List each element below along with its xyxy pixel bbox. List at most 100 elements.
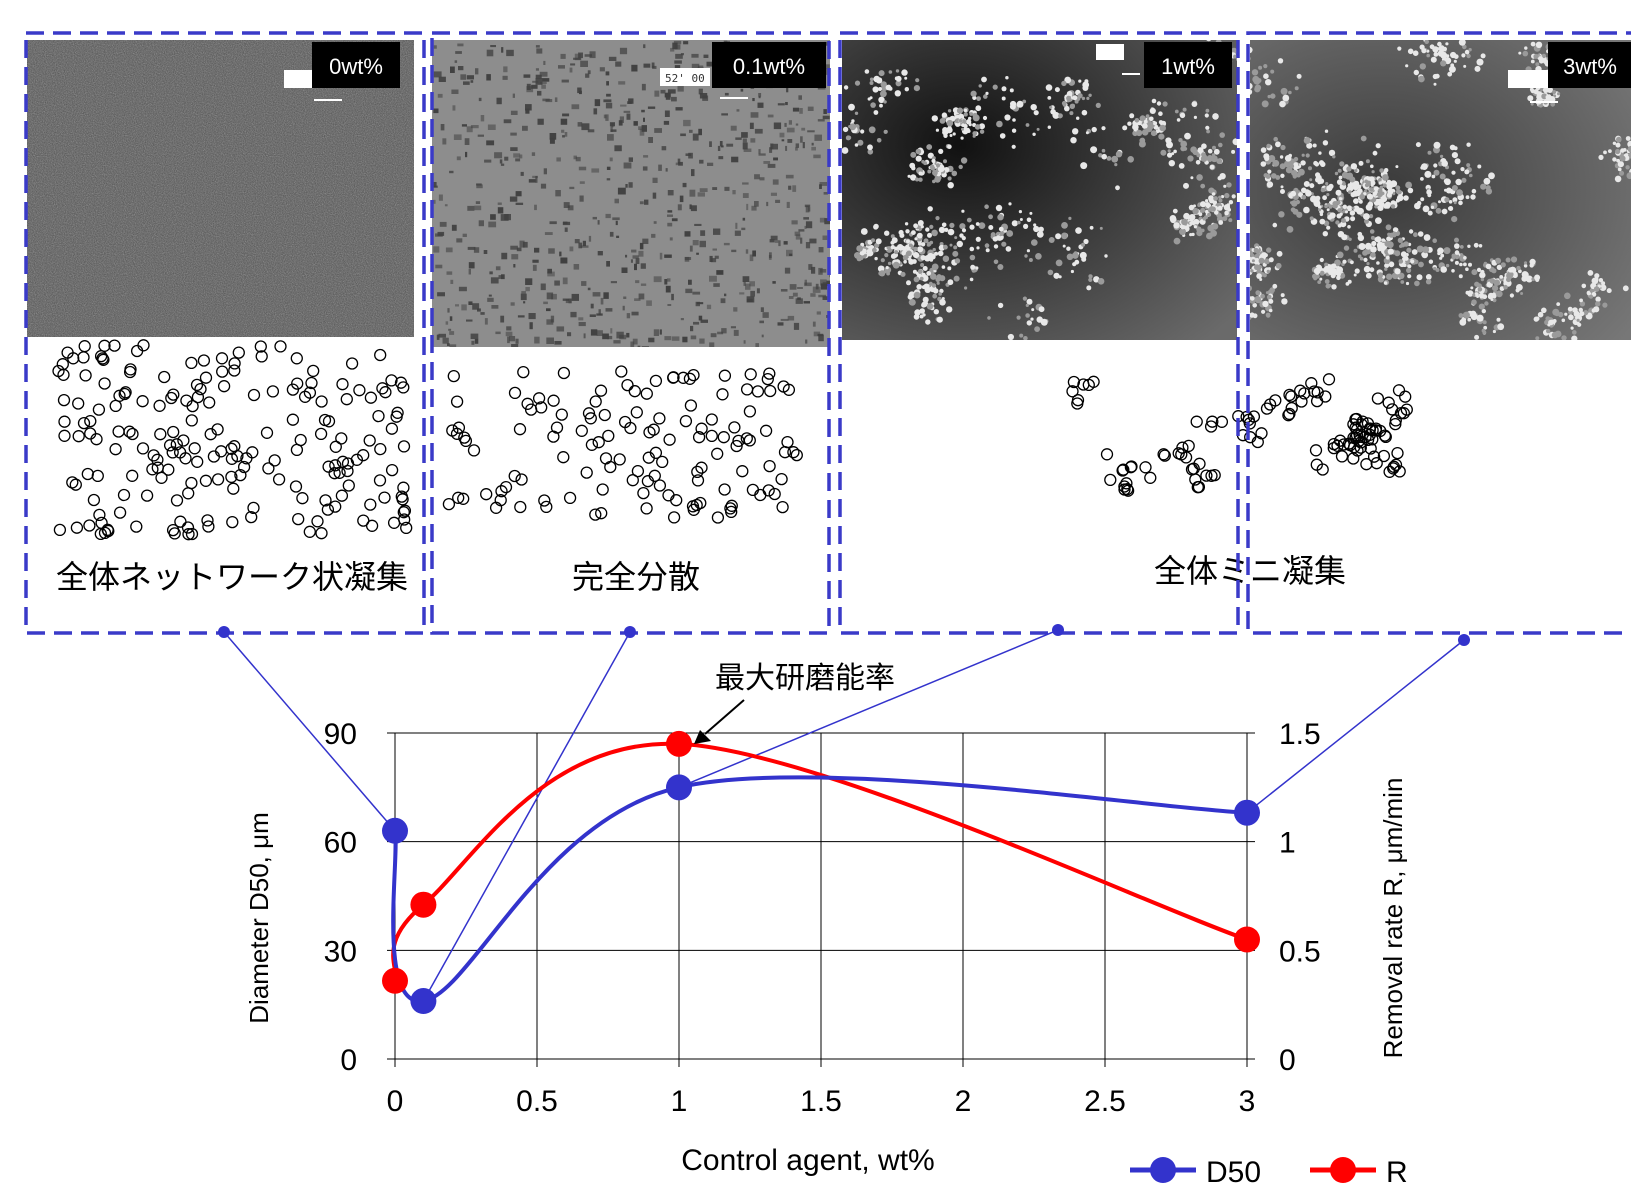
particle-cluster-dot <box>984 243 990 248</box>
particle-cluster-dot <box>1349 176 1356 183</box>
particle-circle <box>77 416 91 430</box>
particle-cluster-dot <box>1463 262 1467 267</box>
particle-circle <box>517 365 530 379</box>
particle-circle <box>118 387 131 401</box>
particle-cluster-dot <box>1326 208 1330 212</box>
particle-cluster-dot <box>1550 101 1556 107</box>
particle-cluster-dot <box>935 163 941 168</box>
particle-cluster-dot <box>1258 257 1265 264</box>
particle-cluster-dot <box>1318 151 1322 155</box>
particle-cluster-dot <box>981 76 987 83</box>
particle-circle <box>191 390 205 404</box>
particle-cluster-dot <box>1422 205 1430 213</box>
speck <box>706 304 712 310</box>
particle-cluster-dot <box>1266 181 1274 188</box>
particle-cluster-dot <box>1115 185 1120 191</box>
particle-cluster-dot <box>1079 251 1087 259</box>
particle-cluster-dot <box>1309 216 1314 221</box>
particle-cluster-dot <box>1420 177 1424 181</box>
particle-cluster-dot <box>1324 204 1328 209</box>
particle-cluster-dot <box>921 301 928 308</box>
particle-circle <box>667 511 681 524</box>
particle-cluster-dot <box>1482 320 1487 325</box>
particle-cluster-dot <box>1206 129 1210 134</box>
particle-cluster-dot <box>854 111 859 116</box>
speck <box>628 182 633 188</box>
particle-cluster-dot <box>1272 222 1278 228</box>
particle-cluster-dot <box>1099 226 1103 230</box>
particle-cluster-dot <box>1454 250 1460 255</box>
speck <box>606 178 611 181</box>
particle-cluster-dot <box>1598 278 1604 283</box>
particle-circle <box>538 494 551 507</box>
particle-cluster-dot <box>1260 293 1265 299</box>
particle-cluster-dot <box>1350 216 1356 222</box>
speck <box>477 134 484 137</box>
particle-circle <box>78 340 91 353</box>
speck <box>478 220 484 227</box>
particle-cluster-dot <box>936 274 942 280</box>
particle-cluster-dot <box>1377 243 1385 251</box>
speck <box>671 293 674 301</box>
particle-cluster-dot <box>874 256 878 261</box>
tag-0-1wt: 0.1wt% <box>712 42 826 88</box>
speck <box>444 204 448 207</box>
speck <box>546 292 554 300</box>
particle-circle <box>400 521 413 535</box>
particle-cluster-dot <box>906 280 911 286</box>
particle-circle <box>303 386 317 399</box>
particle-cluster-dot <box>1192 207 1199 215</box>
particle-cluster-dot <box>1280 189 1285 194</box>
particle-cluster-dot <box>1444 197 1450 203</box>
particle-circle <box>333 466 346 479</box>
particle-cluster-dot <box>969 224 975 230</box>
speck <box>800 237 803 244</box>
particle-circle <box>72 430 85 443</box>
speck <box>810 293 816 297</box>
particle-cluster-dot <box>1053 272 1060 279</box>
particle-cluster-dot <box>1346 166 1352 172</box>
particle-cluster-dot <box>1380 195 1388 203</box>
particle-circle <box>764 384 777 398</box>
particle-circle <box>379 386 392 399</box>
speck <box>611 122 614 128</box>
speck <box>433 71 442 78</box>
particle-cluster-dot <box>1468 262 1472 267</box>
speck <box>716 270 724 275</box>
particle-cluster-dot <box>1556 302 1561 306</box>
speck <box>450 66 455 73</box>
particle-cluster-dot <box>867 97 871 101</box>
particle-cluster-dot <box>1254 264 1260 271</box>
speck <box>677 204 682 211</box>
particle-cluster-dot <box>1602 302 1608 308</box>
particle-cluster-dot <box>1312 143 1317 148</box>
particle-cluster-dot <box>1387 188 1394 195</box>
particle-cluster-dot <box>1440 253 1445 258</box>
particle-cluster-dot <box>1369 214 1374 219</box>
particle-circle <box>194 382 207 396</box>
speck <box>554 341 562 345</box>
speck <box>733 329 739 336</box>
particle-cluster-dot <box>1518 269 1522 274</box>
particle-circle <box>776 500 789 514</box>
speck <box>770 235 778 241</box>
particle-cluster-dot <box>1143 119 1148 124</box>
speck <box>664 92 671 98</box>
particle-cluster-dot <box>1535 316 1540 321</box>
particle-cluster-dot <box>1567 306 1573 312</box>
particle-cluster-dot <box>1365 203 1373 211</box>
particle-cluster-dot <box>1339 161 1345 167</box>
speck <box>531 152 536 156</box>
particle-cluster-dot <box>906 239 910 244</box>
particle-cluster-dot <box>1322 231 1329 237</box>
speck <box>560 118 568 125</box>
particle-cluster-dot <box>1455 178 1462 186</box>
particle-cluster-dot <box>1293 174 1297 178</box>
particle-cluster-dot <box>867 144 873 151</box>
speck <box>626 332 630 338</box>
speck <box>777 322 784 326</box>
speck <box>641 346 649 347</box>
particle-cluster-dot <box>1627 145 1631 153</box>
speck <box>805 242 811 249</box>
